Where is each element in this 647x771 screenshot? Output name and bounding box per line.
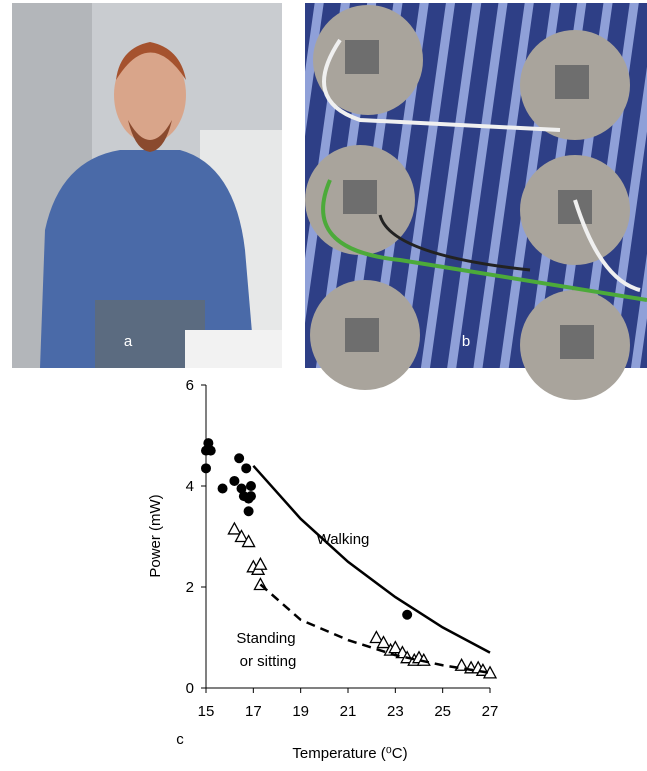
point <box>241 534 256 548</box>
x-tick-label: 27 <box>482 703 499 720</box>
fit-line <box>259 583 491 675</box>
annotation: or sitting <box>240 653 297 670</box>
x-tick-label: 21 <box>340 703 357 720</box>
point <box>217 483 228 494</box>
point <box>229 475 240 486</box>
point <box>402 609 413 620</box>
x-tick-label: 17 <box>245 703 262 720</box>
y-tick-label: 0 <box>186 680 194 697</box>
point <box>245 491 256 502</box>
point <box>201 463 211 474</box>
y-tick-label: 2 <box>186 579 194 596</box>
panel-label: b <box>462 333 470 350</box>
x-axis-title: Temperature (⁰C) <box>292 745 407 762</box>
point <box>253 556 268 570</box>
point <box>243 506 254 517</box>
y-tick-label: 6 <box>186 377 194 394</box>
panel-label: c <box>176 731 184 748</box>
y-tick-label: 4 <box>186 478 194 495</box>
point <box>241 463 252 474</box>
point <box>245 481 256 491</box>
panel-label: a <box>124 333 133 350</box>
point <box>234 453 245 464</box>
point <box>376 635 391 649</box>
x-tick-label: 23 <box>387 703 404 720</box>
point <box>236 483 247 494</box>
photo-b <box>305 3 647 400</box>
y-axis-title: Power (mW) <box>147 494 164 577</box>
point <box>369 630 384 644</box>
point <box>234 529 249 543</box>
fit-line <box>252 464 491 654</box>
x-tick-label: 19 <box>292 703 309 720</box>
photo-a <box>12 3 282 368</box>
annotation: Standing <box>236 630 295 647</box>
point <box>205 445 216 456</box>
x-tick-label: 25 <box>434 703 451 720</box>
point <box>227 521 242 535</box>
point <box>388 640 403 654</box>
x-tick-label: 15 <box>198 703 215 720</box>
point <box>203 438 214 449</box>
